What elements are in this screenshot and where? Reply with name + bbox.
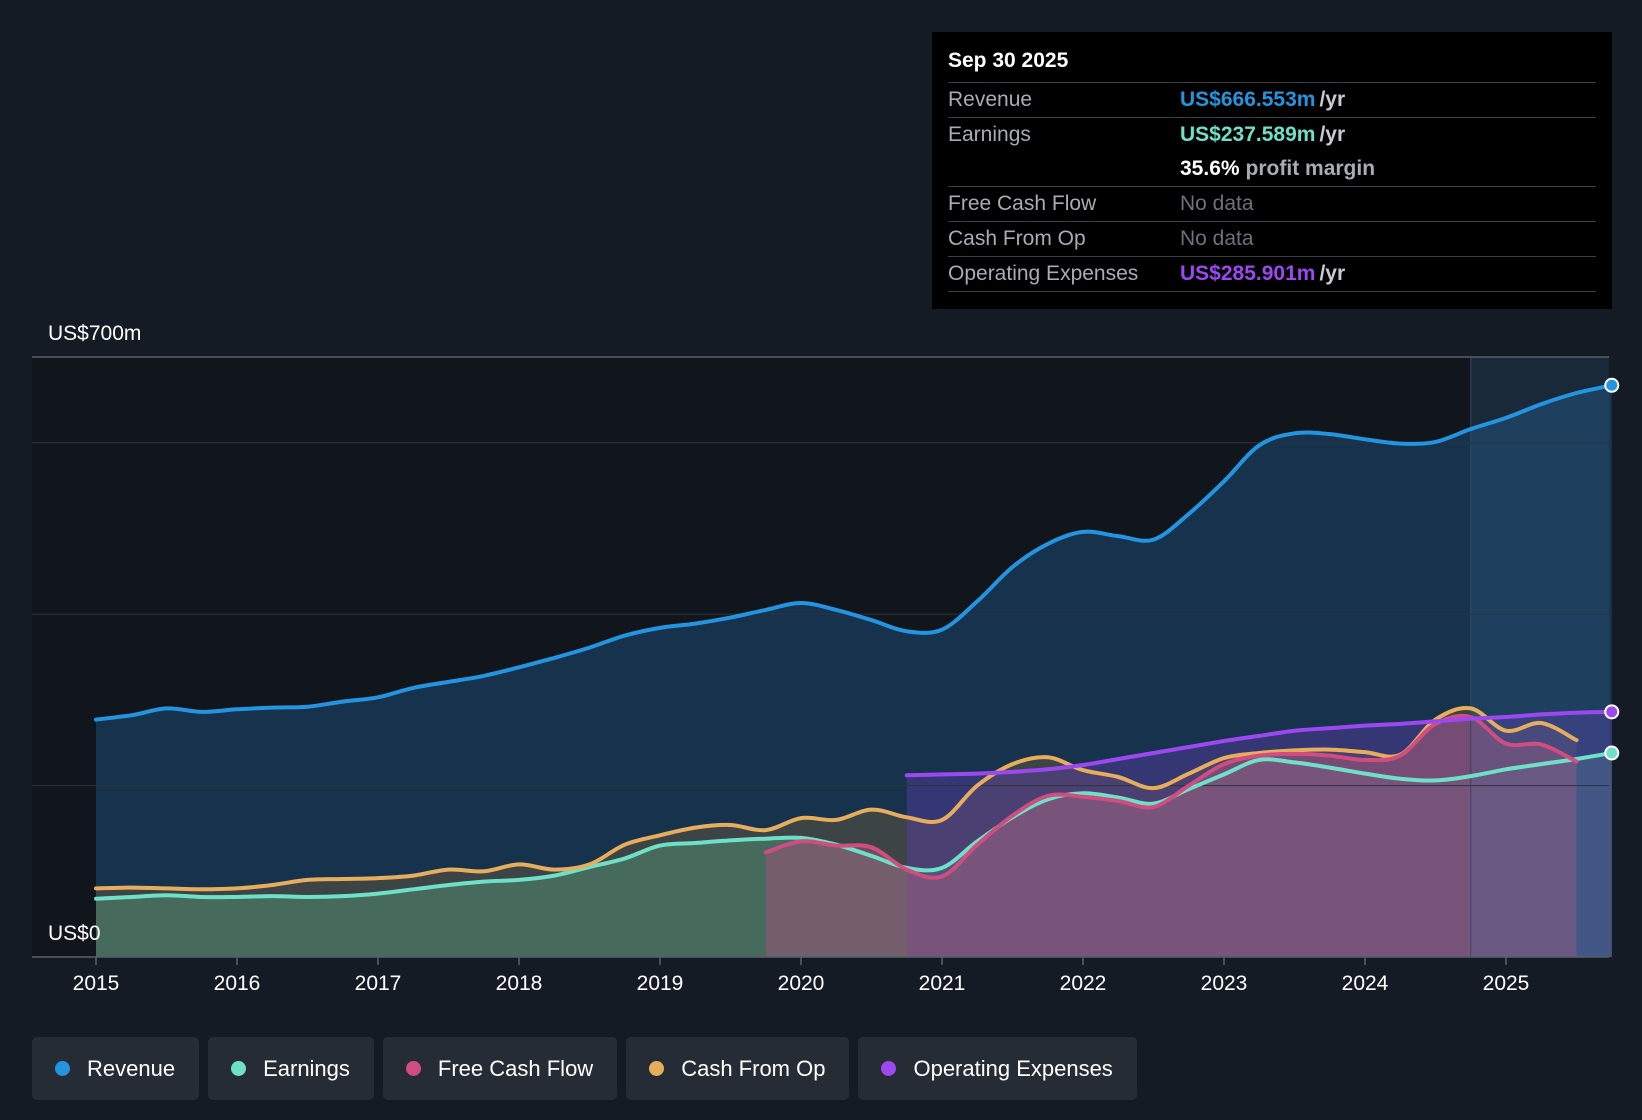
legend-item-fcf[interactable]: Free Cash Flow [382,1037,618,1100]
tooltip-row-margin: 35.6% profit margin [948,152,1596,187]
series-line-earnings [94,751,1614,901]
y-label-bottom: US$0 [48,922,101,945]
x-tick-label: 2016 [214,972,261,995]
tooltip-value: US$237.589m [1180,123,1316,146]
forecast-band [1470,357,1609,957]
x-tick-label: 2022 [1060,972,1107,995]
tooltip-label: Revenue [948,88,1033,111]
series-line-revenue [94,383,1614,722]
tooltip-row-cfo: Cash From Op No data [948,222,1596,257]
legend-item-earnings[interactable]: Earnings [208,1037,374,1100]
tooltip-label: Free Cash Flow [948,192,1097,215]
tooltip-value: No data [1180,227,1254,250]
legend-label: Earnings [263,1055,350,1081]
profit-margin-value: 35.6% [1180,157,1240,180]
tooltip-date: Sep 30 2025 [948,46,1596,83]
profit-margin-label: profit margin [1245,157,1376,180]
x-tick-label: 2017 [355,972,402,995]
legend-item-cfo[interactable]: Cash From Op [626,1037,850,1100]
legend-dot-icon [881,1061,897,1076]
tooltip-label: Earnings [948,123,1031,146]
tooltip-row-opex: Operating Expenses US$285.901m /yr [948,257,1596,292]
x-tick-label: 2025 [1483,972,1530,995]
tooltip-panel: Sep 30 2025 Revenue US$666.553m /yr Earn… [932,32,1612,309]
tooltip-row-revenue: Revenue US$666.553m /yr [948,83,1596,118]
tooltip-row-fcf: Free Cash Flow No data [948,187,1596,222]
legend-item-revenue[interactable]: Revenue [32,1037,200,1100]
tooltip-unit: /yr [1319,123,1346,146]
legend-label: Operating Expenses [913,1055,1113,1081]
x-tick-label: 2020 [778,972,825,995]
x-tick-label: 2024 [1342,972,1389,995]
legend-dot-icon [55,1061,70,1076]
end-point-earnings [1604,745,1620,761]
x-tick-label: 2023 [1201,972,1248,995]
tooltip-label: Cash From Op [948,227,1086,250]
legend-label: Free Cash Flow [437,1055,594,1081]
x-tick-label: 2018 [496,972,543,995]
end-point-revenue [1604,377,1620,393]
legend-label: Cash From Op [681,1055,826,1081]
tooltip-value: No data [1180,192,1254,215]
tooltip-label: Operating Expenses [948,262,1139,285]
x-tick-label: 2021 [919,972,966,995]
x-tick-label: 2019 [637,972,684,995]
tooltip-value: US$285.901m [1180,262,1316,285]
tooltip-value: US$666.553m [1180,88,1316,111]
tooltip-row-earnings: Earnings US$237.589m /yr [948,118,1596,152]
legend-dot-icon [405,1061,421,1076]
legend-dot-icon [231,1061,247,1076]
series-line-cfo [94,706,1579,892]
legend-label: Revenue [87,1055,176,1081]
end-point-opex [1604,704,1620,720]
y-label-top: US$700m [48,322,141,345]
legend: Revenue Earnings Free Cash Flow Cash Fro… [32,1037,1137,1100]
tooltip-unit: /yr [1319,262,1346,285]
legend-dot-icon [649,1061,665,1076]
legend-item-opex[interactable]: Operating Expenses [858,1037,1137,1100]
x-tick-label: 2015 [73,972,120,995]
tooltip-unit: /yr [1319,88,1346,111]
series-line-opex [904,709,1614,778]
